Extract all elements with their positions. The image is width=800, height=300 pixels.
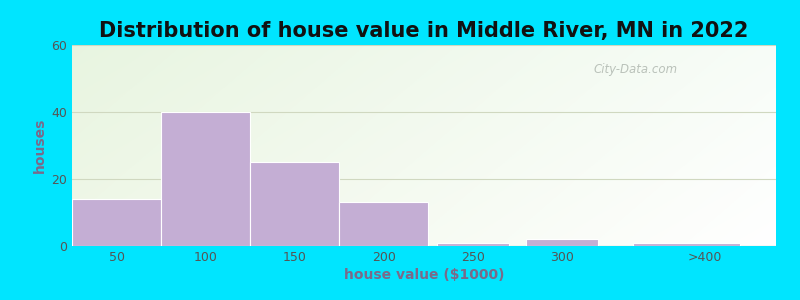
Bar	[634, 243, 740, 246]
Title: Distribution of house value in Middle River, MN in 2022: Distribution of house value in Middle Ri…	[99, 21, 749, 41]
Bar	[339, 202, 429, 246]
Bar	[438, 243, 509, 246]
Bar	[250, 162, 339, 246]
Bar	[72, 199, 161, 246]
Bar	[526, 239, 598, 246]
X-axis label: house value ($1000): house value ($1000)	[344, 268, 504, 282]
Text: City-Data.com: City-Data.com	[593, 63, 678, 76]
Y-axis label: houses: houses	[33, 118, 47, 173]
Bar	[161, 112, 250, 246]
